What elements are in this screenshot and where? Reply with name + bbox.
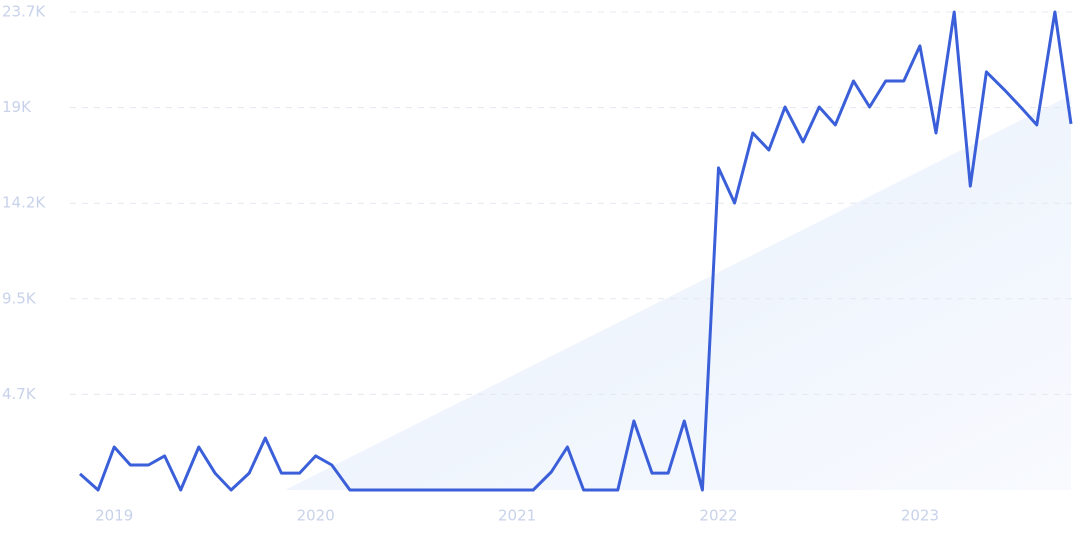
- y-tick-label: 9.5K: [2, 289, 37, 307]
- data-line: [79, 10, 1073, 492]
- y-tick-label: 14.2K: [2, 194, 46, 212]
- y-tick-label: 23.7K: [2, 3, 46, 21]
- x-tick-label: 2019: [95, 507, 133, 525]
- x-tick-label: 2023: [901, 507, 939, 525]
- x-tick-label: 2021: [498, 507, 536, 525]
- trend-area: [285, 95, 1071, 490]
- x-tick-label: 2020: [297, 507, 335, 525]
- y-tick-label: 19K: [2, 98, 32, 116]
- y-tick-label: 4.7K: [2, 385, 37, 403]
- x-tick-label: 2022: [699, 507, 737, 525]
